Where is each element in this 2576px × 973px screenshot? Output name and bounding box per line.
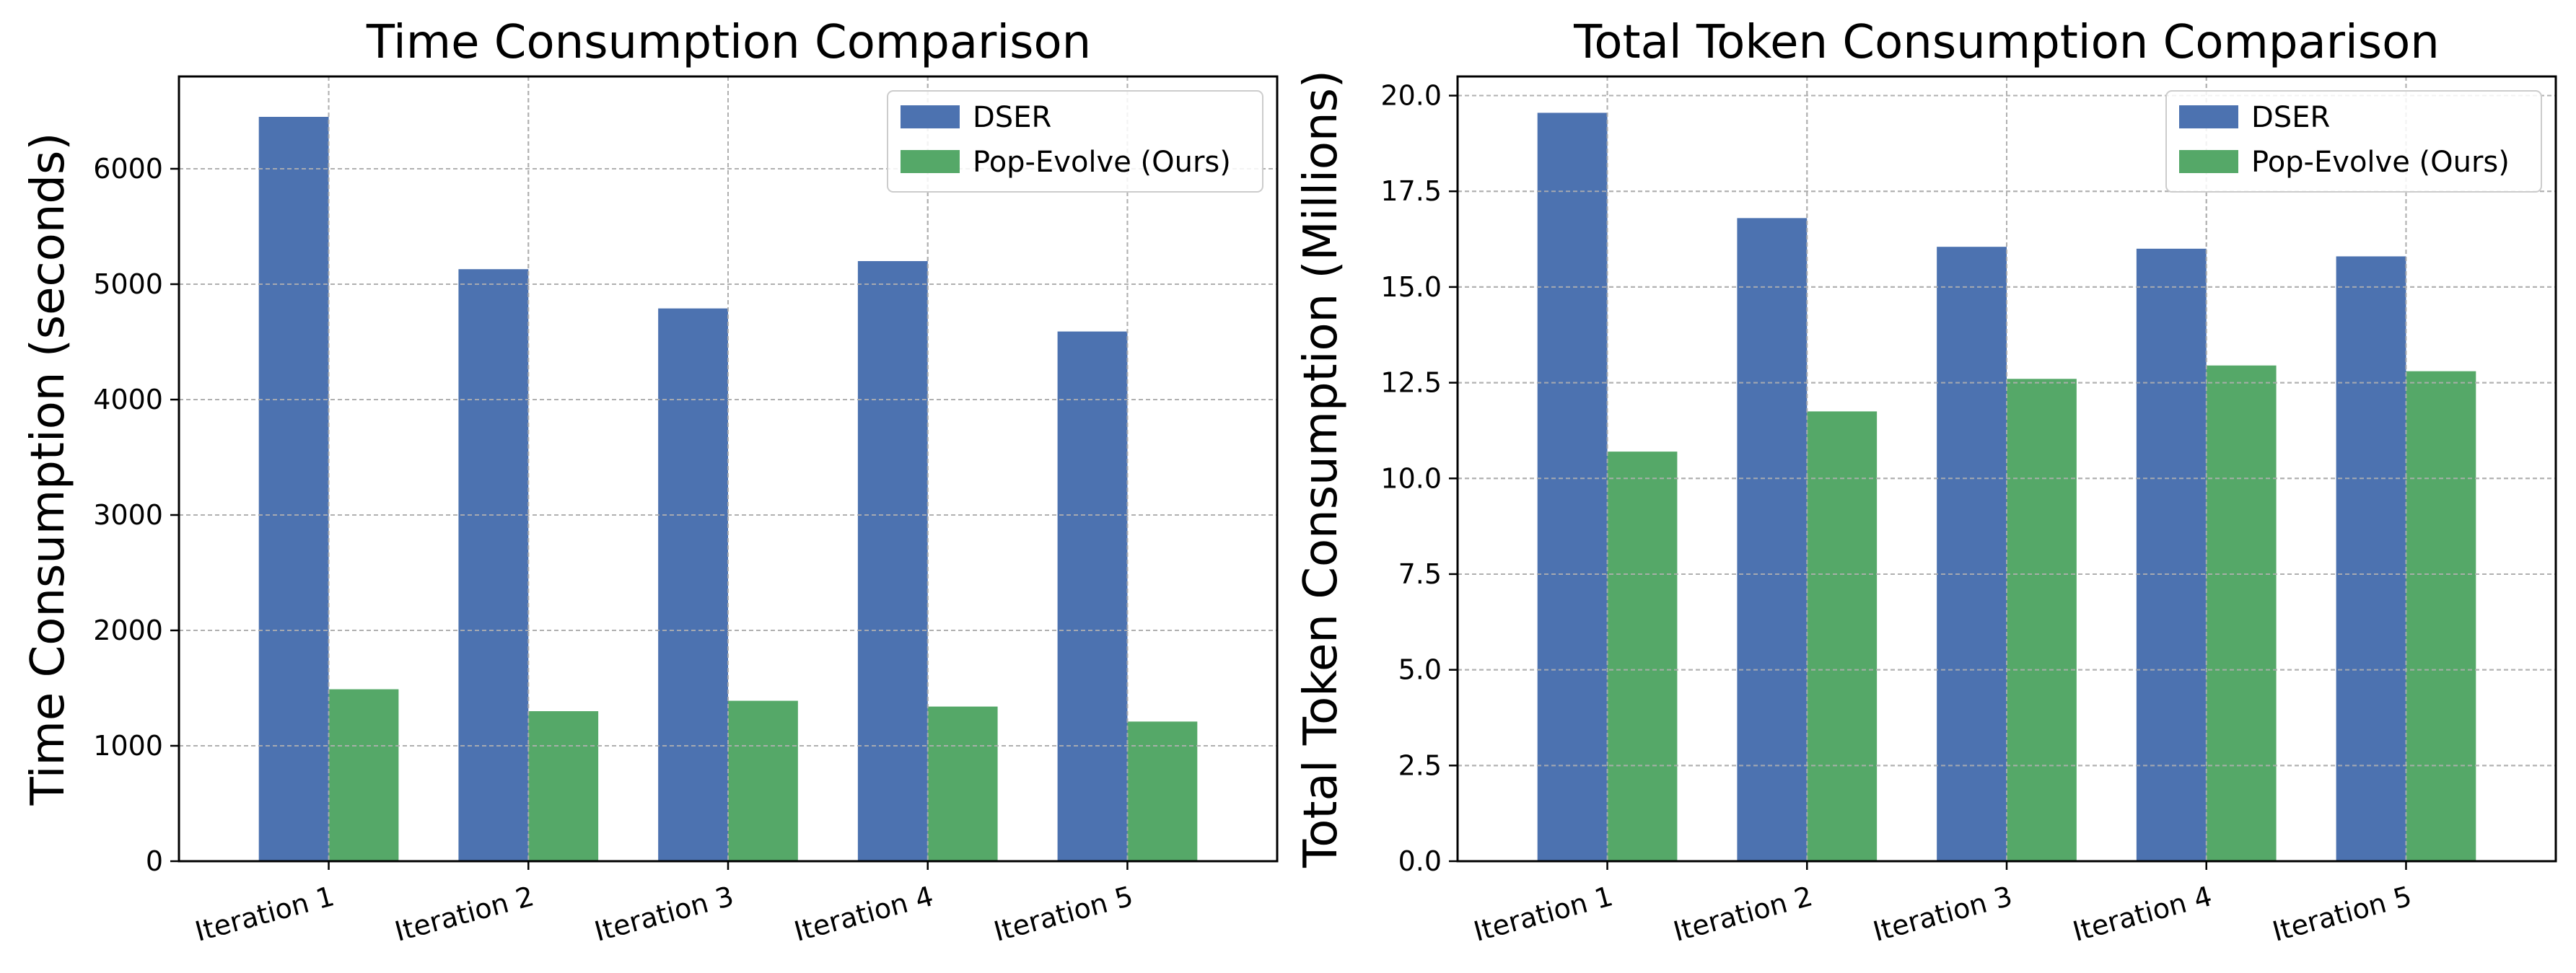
legend-swatch-dser bbox=[901, 105, 960, 128]
pop-evolve-bar bbox=[2406, 371, 2476, 861]
y-tick-label: 0.0 bbox=[1398, 845, 1442, 877]
pop-evolve-bar bbox=[328, 689, 399, 861]
dser-bar bbox=[258, 117, 329, 861]
y-tick-label: 15.0 bbox=[1380, 271, 1442, 303]
legend-swatch-dser bbox=[2179, 105, 2238, 128]
y-tick-label: 2000 bbox=[93, 615, 163, 646]
chart-title: Time Consumption Comparison bbox=[366, 16, 1091, 69]
pop-evolve-bar bbox=[2007, 379, 2077, 861]
x-tick-label: Iteration 1 bbox=[192, 880, 338, 948]
y-tick-label: 0 bbox=[146, 845, 163, 877]
legend-label-pop-evolve: Pop-Evolve (Ours) bbox=[973, 146, 1231, 179]
y-tick-label: 10.0 bbox=[1380, 462, 1442, 494]
dser-bar bbox=[1537, 113, 1608, 861]
x-tick-label: Iteration 5 bbox=[991, 880, 1136, 948]
dser-bar bbox=[458, 269, 529, 861]
token-consumption-chart: 0.0 2.5 5.0 7.5 10.0 12.5 15.0 17.5 20.0 Iteratio… bbox=[1294, 16, 2557, 948]
pop-evolve-bar bbox=[1127, 721, 1198, 861]
x-tick-label: Iteration 1 bbox=[1471, 880, 1616, 948]
x-tick-label: Iteration 2 bbox=[391, 880, 537, 948]
x-tick-label: Iteration 4 bbox=[2069, 880, 2215, 948]
dser-bar bbox=[2336, 256, 2406, 861]
y-tick-label: 20.0 bbox=[1380, 80, 1442, 112]
pop-evolve-bar bbox=[528, 711, 599, 861]
dser-bar bbox=[1737, 218, 1808, 861]
y-tick-label: 12.5 bbox=[1380, 367, 1442, 399]
time-consumption-chart: 0 1000 2000 3000 4000 5000 6000 Iteration 1 Iter… bbox=[22, 16, 1279, 948]
x-tick-label: Iteration 4 bbox=[791, 880, 937, 948]
legend-box bbox=[2165, 90, 2542, 193]
y-tick-label: 4000 bbox=[93, 384, 163, 415]
y-tick-label: 1000 bbox=[93, 730, 163, 762]
pop-evolve-bar bbox=[2206, 365, 2277, 861]
y-tick-label: 7.5 bbox=[1398, 558, 1442, 590]
y-axis-label: Time Consumption (seconds) bbox=[22, 133, 75, 806]
legend: DSER Pop-Evolve (Ours) bbox=[887, 90, 1263, 193]
y-tick-label: 6000 bbox=[93, 153, 163, 185]
y-tick-label: 3000 bbox=[93, 499, 163, 531]
legend-label-dser: DSER bbox=[2251, 101, 2330, 134]
dser-bar bbox=[1937, 247, 2007, 861]
pop-evolve-bar bbox=[728, 700, 798, 861]
y-tick-label: 2.5 bbox=[1398, 749, 1442, 781]
dser-bar bbox=[2136, 248, 2207, 862]
x-tick-label: Iteration 2 bbox=[1670, 880, 1815, 948]
legend-swatch-pop-evolve bbox=[901, 150, 960, 173]
chart-title: Total Token Consumption Comparison bbox=[1573, 16, 2440, 69]
pop-evolve-bar bbox=[1607, 452, 1678, 861]
y-tick-label: 5000 bbox=[93, 268, 163, 300]
pop-evolve-bar bbox=[927, 706, 998, 861]
y-axis-label: Total Token Consumption (Millions) bbox=[1294, 70, 1348, 868]
dser-bar bbox=[857, 261, 928, 861]
legend: DSER Pop-Evolve (Ours) bbox=[2165, 90, 2542, 193]
x-tick-label: Iteration 5 bbox=[2269, 880, 2415, 948]
x-tick-label: Iteration 3 bbox=[1870, 880, 2015, 948]
dser-bar bbox=[1057, 331, 1128, 862]
legend-label-pop-evolve: Pop-Evolve (Ours) bbox=[2251, 146, 2510, 179]
y-tick-label: 17.5 bbox=[1380, 175, 1442, 207]
legend-swatch-pop-evolve bbox=[2179, 150, 2238, 173]
legend-box bbox=[887, 90, 1263, 193]
dser-bar bbox=[658, 308, 728, 862]
x-tick-label: Iteration 3 bbox=[591, 880, 737, 948]
y-tick-label: 5.0 bbox=[1398, 654, 1442, 686]
pop-evolve-bar bbox=[1807, 411, 1878, 861]
legend-label-dser: DSER bbox=[973, 101, 1051, 134]
